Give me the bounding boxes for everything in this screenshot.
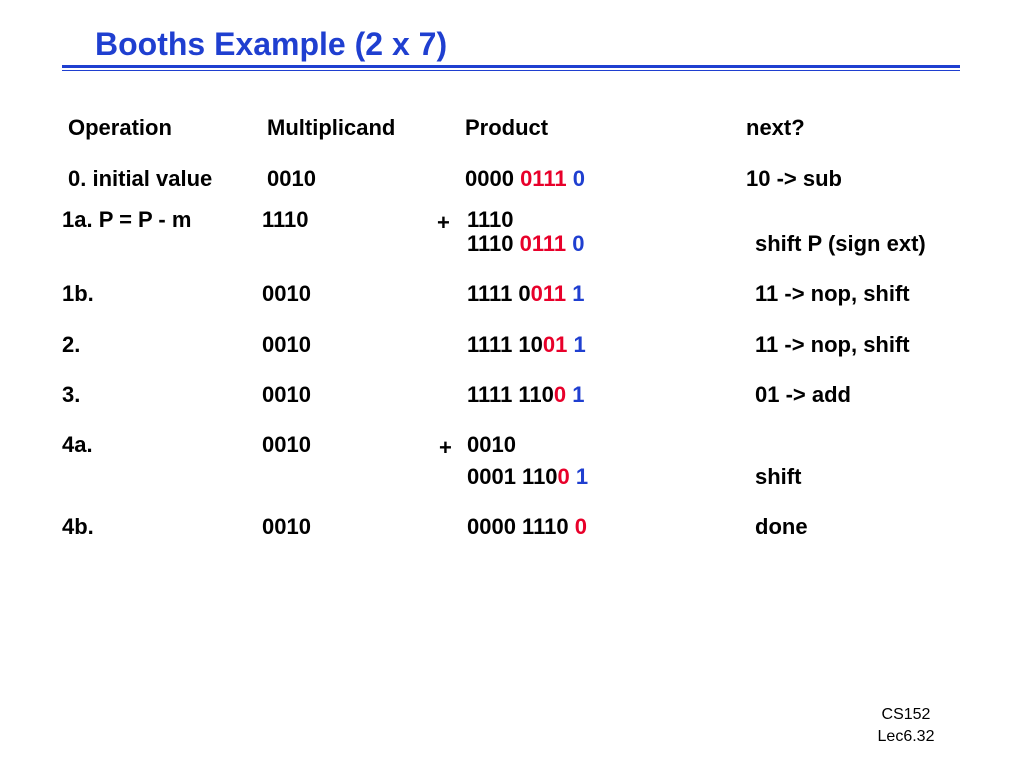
product-multiplier-bits: 0	[557, 464, 570, 489]
product-extra-bit: 1	[566, 382, 585, 407]
product-multiplier-bits: 0111	[519, 231, 567, 256]
title-underline-thin	[62, 70, 960, 71]
row-multiplicand: 0010	[262, 382, 311, 407]
row-product: 1111 0011 1	[467, 281, 585, 307]
product-extra-bit: 1	[569, 464, 589, 489]
product-bits: 1111 10	[467, 332, 543, 357]
product-bits: 0000	[465, 166, 521, 191]
row-next: 10 -> sub	[746, 166, 842, 191]
row-next: 01 -> add	[755, 382, 851, 407]
product-multiplier-bits: 011	[530, 281, 567, 306]
product-multiplier-bits: 0111	[520, 166, 567, 191]
header-multiplicand: Multiplicand	[267, 115, 396, 140]
product-extra-bit: 1	[567, 332, 586, 357]
row-op: 4b.	[62, 514, 94, 539]
row-multiplicand: 0010	[267, 166, 316, 191]
row-multiplicand: 0010	[262, 281, 311, 306]
row-multiplicand: 1110	[262, 207, 309, 232]
row-product: 0000 1110 0	[467, 514, 587, 540]
row-addend: 1110	[467, 207, 514, 232]
product-extra-bit: 1	[566, 281, 585, 306]
slide-footer: CS152 Lec6.32	[860, 704, 952, 748]
row-next: 11 -> nop, shift	[755, 281, 910, 306]
row-next: 11 -> nop, shift	[755, 332, 910, 357]
row-multiplicand: 0010	[262, 332, 311, 357]
slide-title: Booths Example (2 x 7)	[95, 26, 448, 62]
row-op: 1a. P = P - m	[62, 207, 192, 232]
row-addend: 0010	[467, 432, 516, 457]
row-next: shift	[755, 464, 802, 489]
header-next: next?	[746, 115, 805, 140]
lecture-number: Lec6.32	[877, 728, 935, 745]
product-bits: 0001 110	[467, 464, 558, 489]
row-op: 4a.	[62, 432, 93, 457]
row-product: 0001 1100 1	[467, 464, 588, 490]
row-product: 1111 1001 1	[467, 332, 586, 358]
title-underline-thick	[62, 65, 960, 68]
plus-sign: +	[437, 210, 450, 235]
row-product: 0000 0111 0	[465, 166, 585, 192]
product-bits: 0000 1110	[467, 514, 575, 539]
row-op: 1b.	[62, 281, 94, 306]
product-bits: 1111 0	[467, 281, 531, 306]
product-bits: 1111 110	[467, 382, 554, 407]
product-extra-bit: 0	[566, 231, 585, 256]
plus-sign: +	[439, 435, 452, 460]
row-product: 1111 1100 1	[467, 382, 585, 408]
row-op: 2.	[62, 332, 81, 357]
course-code: CS152	[881, 706, 931, 723]
row-product: 1110 0111 0	[467, 231, 585, 257]
product-multiplier-bits: 0	[553, 382, 567, 407]
row-multiplicand: 0010	[262, 514, 311, 539]
row-next: done	[755, 514, 808, 539]
row-op: 0. initial value	[68, 166, 213, 191]
header-product: Product	[465, 115, 549, 140]
product-multiplier-bits: 01	[542, 332, 568, 357]
row-next: shift P (sign ext)	[755, 231, 926, 256]
row-op: 3.	[62, 382, 81, 407]
row-multiplicand: 0010	[262, 432, 311, 457]
product-extra-bit: 0	[566, 166, 585, 191]
product-bits: 1110	[467, 231, 520, 256]
product-extra-bit: 0	[574, 514, 587, 539]
header-operation: Operation	[68, 115, 172, 140]
